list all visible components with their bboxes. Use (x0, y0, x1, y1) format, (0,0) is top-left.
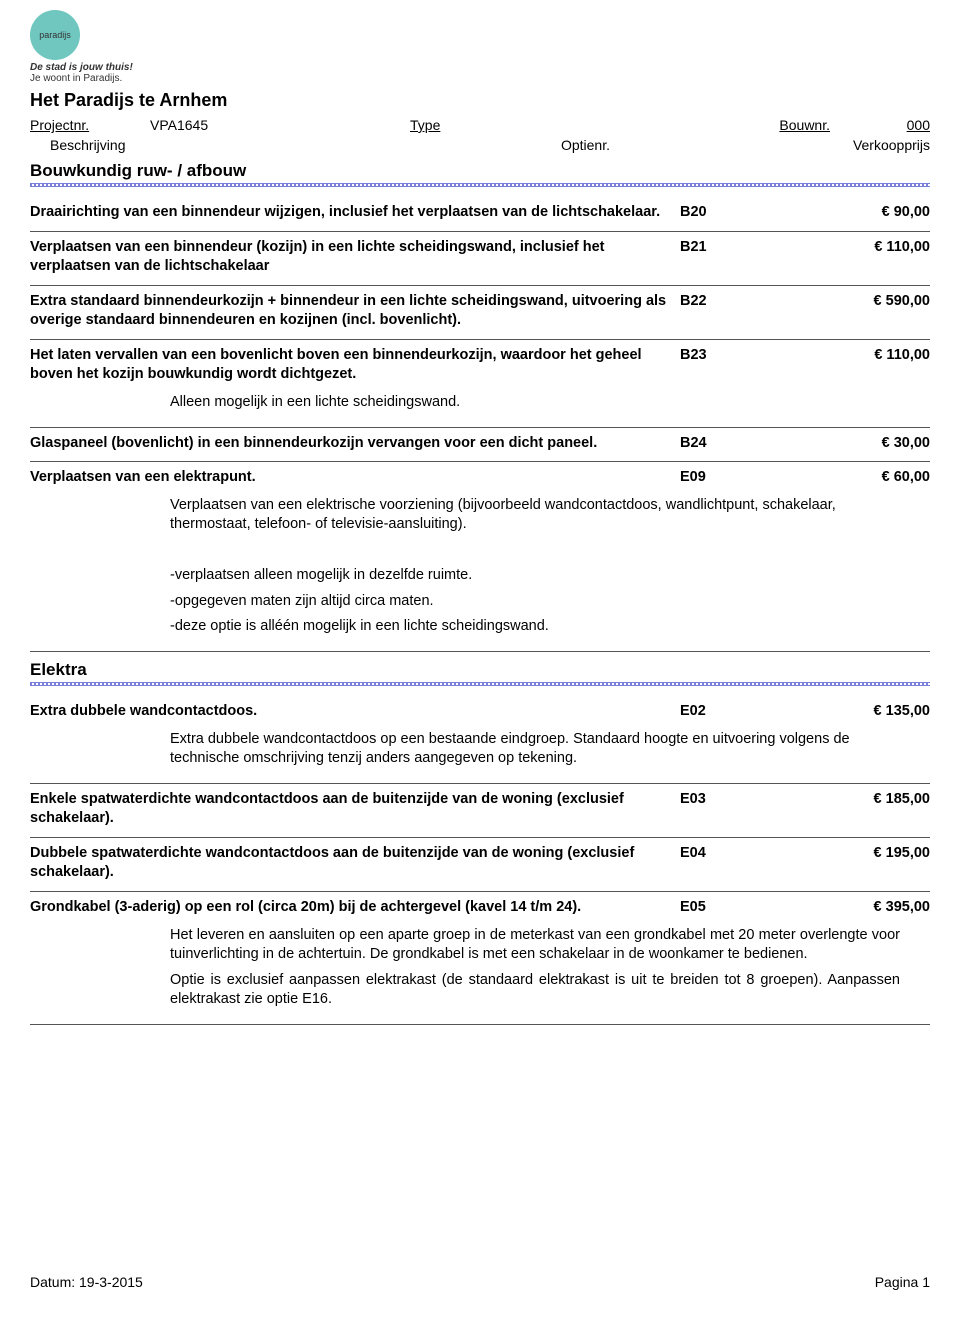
meta-row-2: Beschrijving Optienr. Verkoopprijs (30, 137, 930, 153)
option-price: € 185,00 (780, 790, 930, 829)
footer-page-label: Pagina (875, 1274, 919, 1290)
option-description: Grondkabel (3-aderig) op een rol (circa … (30, 898, 680, 918)
logo-circle: paradijs (30, 10, 80, 60)
option-row: Extra standaard binnendeurkozijn + binne… (30, 292, 930, 331)
option-item: Glaspaneel (bovenlicht) in een binnendeu… (30, 428, 930, 463)
option-item: Verplaatsen van een elektrapunt.E09€ 60,… (30, 462, 930, 652)
projectnr-value: VPA1645 (150, 117, 410, 133)
option-description: Het laten vervallen van een bovenlicht b… (30, 346, 680, 385)
option-code: B23 (680, 346, 780, 385)
option-row: Grondkabel (3-aderig) op een rol (circa … (30, 898, 930, 918)
option-description: Glaspaneel (bovenlicht) in een binnendeu… (30, 434, 680, 454)
option-code: E03 (680, 790, 780, 829)
option-note: Verplaatsen van een elektrische voorzien… (30, 496, 930, 637)
option-row: Draairichting van een binnendeur wijzige… (30, 203, 930, 223)
option-item: Het laten vervallen van een bovenlicht b… (30, 340, 930, 428)
option-row: Glaspaneel (bovenlicht) in een binnendeu… (30, 434, 930, 454)
option-price: € 590,00 (780, 292, 930, 331)
option-price: € 30,00 (780, 434, 930, 454)
beschrijving-label: Beschrijving (30, 137, 150, 153)
option-row: Verplaatsen van een binnendeur (kozijn) … (30, 238, 930, 277)
option-note: Het leveren en aansluiten op een aparte … (30, 926, 930, 1010)
page-footer: Datum: 19-3-2015 Pagina 1 (30, 1274, 930, 1290)
option-description: Extra dubbele wandcontactdoos. (30, 702, 680, 722)
option-price: € 110,00 (780, 238, 930, 277)
option-price: € 110,00 (780, 346, 930, 385)
option-code: B24 (680, 434, 780, 454)
option-row: Extra dubbele wandcontactdoos.E02€ 135,0… (30, 702, 930, 722)
option-code: E04 (680, 844, 780, 883)
option-note: Extra dubbele wandcontactdoos op een bes… (30, 730, 930, 769)
document-title: Het Paradijs te Arnhem (30, 90, 930, 111)
option-note: Alleen mogelijk in een lichte scheidings… (30, 393, 930, 413)
footer-date: 19-3-2015 (79, 1274, 143, 1290)
option-code: E02 (680, 702, 780, 722)
bouwnr-value: 000 (907, 117, 930, 133)
option-price: € 90,00 (780, 203, 930, 223)
option-code: B21 (680, 238, 780, 277)
option-code: E05 (680, 898, 780, 918)
option-description: Draairichting van een binnendeur wijzige… (30, 203, 680, 223)
option-code: E09 (680, 468, 780, 488)
option-row: Verplaatsen van een elektrapunt.E09€ 60,… (30, 468, 930, 488)
option-description: Enkele spatwaterdichte wandcontactdoos a… (30, 790, 680, 829)
option-item: Draairichting van een binnendeur wijzige… (30, 197, 930, 232)
option-price: € 60,00 (780, 468, 930, 488)
option-item: Verplaatsen van een binnendeur (kozijn) … (30, 232, 930, 286)
option-code: B20 (680, 203, 780, 223)
option-item: Enkele spatwaterdichte wandcontactdoos a… (30, 784, 930, 838)
type-label: Type (410, 117, 440, 133)
option-row: Dubbele spatwaterdichte wandcontactdoos … (30, 844, 930, 883)
bouwnr-label: Bouwnr. (779, 117, 830, 133)
option-description: Dubbele spatwaterdichte wandcontactdoos … (30, 844, 680, 883)
footer-date-label: Datum: (30, 1274, 75, 1290)
footer-page: 1 (922, 1274, 930, 1290)
section-divider (30, 183, 930, 187)
option-row: Enkele spatwaterdichte wandcontactdoos a… (30, 790, 930, 829)
option-item: Extra standaard binnendeurkozijn + binne… (30, 286, 930, 340)
tagline-2: Je woont in Paradijs. (30, 73, 930, 84)
option-item: Grondkabel (3-aderig) op een rol (circa … (30, 892, 930, 1025)
optienr-label: Optienr. (150, 137, 650, 153)
option-row: Het laten vervallen van een bovenlicht b… (30, 346, 930, 385)
option-price: € 395,00 (780, 898, 930, 918)
option-item: Extra dubbele wandcontactdoos.E02€ 135,0… (30, 696, 930, 784)
option-code: B22 (680, 292, 780, 331)
logo-text: paradijs (39, 30, 71, 40)
section-divider (30, 682, 930, 686)
section-title: Bouwkundig ruw- / afbouw (30, 161, 930, 183)
section-title: Elektra (30, 660, 930, 682)
verkoopprijs-label: Verkoopprijs (650, 137, 930, 153)
option-description: Verplaatsen van een elektrapunt. (30, 468, 680, 488)
option-description: Extra standaard binnendeurkozijn + binne… (30, 292, 680, 331)
projectnr-label: Projectnr. (30, 117, 89, 133)
option-price: € 135,00 (780, 702, 930, 722)
tagline-1: De stad is jouw thuis! (30, 62, 930, 73)
sections-container: Bouwkundig ruw- / afbouw Draairichting va… (30, 161, 930, 1025)
option-description: Verplaatsen van een binnendeur (kozijn) … (30, 238, 680, 277)
meta-row-1: Projectnr. VPA1645 Type Bouwnr. 000 (30, 117, 930, 133)
option-price: € 195,00 (780, 844, 930, 883)
logo-area: paradijs De stad is jouw thuis! Je woont… (30, 10, 930, 84)
option-item: Dubbele spatwaterdichte wandcontactdoos … (30, 838, 930, 892)
